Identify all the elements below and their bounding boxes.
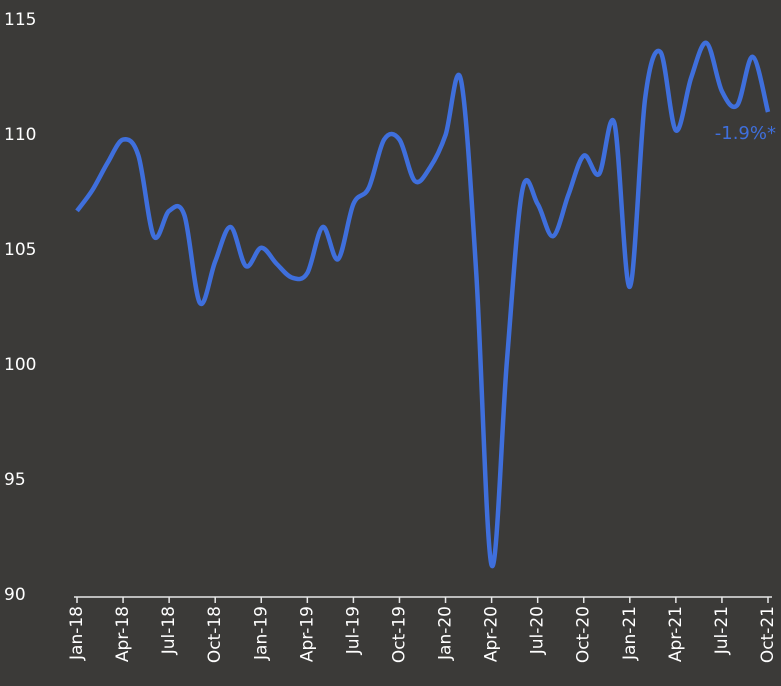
x-tick-label: Jul-21 (712, 606, 732, 655)
x-tick-label: Jul-20 (528, 606, 548, 655)
y-tick-label: 100 (4, 355, 36, 375)
y-tick-label: 90 (4, 585, 26, 605)
x-tick-label: Oct-18 (205, 606, 225, 663)
y-tick-label: 105 (4, 240, 36, 260)
x-tick-label: Oct-19 (389, 606, 409, 663)
x-tick-label: Apr-19 (297, 606, 317, 662)
x-tick-label: Oct-20 (574, 606, 594, 663)
x-tick-label: Jul-18 (159, 606, 179, 655)
data-line (75, 40, 771, 569)
x-tick-label: Jan-20 (436, 606, 456, 661)
x-tick-label: Apr-21 (666, 606, 686, 662)
x-tick-label: Oct-21 (758, 606, 778, 663)
x-tick-label: Jan-18 (67, 606, 87, 661)
x-tick-label: Jan-19 (251, 606, 271, 661)
y-tick-label: 115 (4, 10, 36, 30)
annotation: -1.9%* (715, 123, 776, 144)
y-tick-label: 110 (4, 125, 36, 145)
x-tick-label: Jul-19 (343, 606, 363, 655)
x-tick-label: Apr-20 (482, 606, 502, 662)
y-tick-label: 95 (4, 470, 26, 490)
x-tick-label: Apr-18 (113, 606, 133, 662)
x-tick-label: Jan-21 (620, 606, 640, 661)
